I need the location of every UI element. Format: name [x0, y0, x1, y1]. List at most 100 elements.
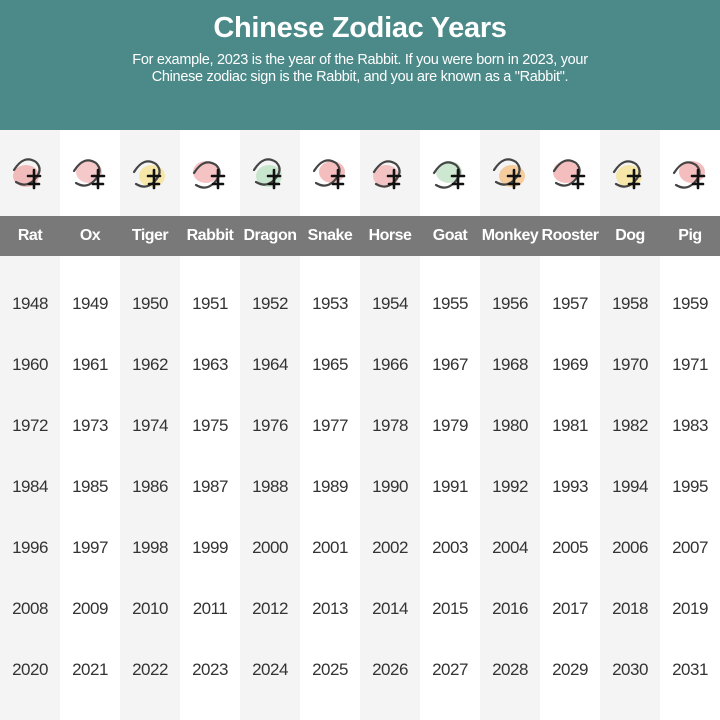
monkey-icon [480, 130, 540, 216]
year-cell: 1949 [72, 294, 108, 313]
year-cell: 2027 [432, 660, 468, 679]
year-column: 1958 1970 1982 1994 2006 2018 2030 [600, 256, 660, 683]
ox-icon [60, 130, 120, 216]
year-cell: 1951 [192, 294, 228, 313]
year-cell: 1954 [372, 294, 408, 313]
year-cell: 2007 [672, 538, 708, 557]
year-cell: 1974 [132, 416, 168, 435]
year-cell: 1960 [12, 355, 48, 374]
dog-icon [600, 130, 660, 216]
year-cell: 2009 [72, 599, 108, 618]
year-cell: 1972 [12, 416, 48, 435]
year-cell: 1956 [492, 294, 528, 313]
year-cell: 1964 [252, 355, 288, 374]
header: Chinese Zodiac Years For example, 2023 i… [0, 0, 720, 130]
year-cell: 1965 [312, 355, 348, 374]
year-cell: 1988 [252, 477, 288, 496]
year-cell: 1995 [672, 477, 708, 496]
year-cell: 2026 [372, 660, 408, 679]
year-cell: 1993 [552, 477, 588, 496]
sign-label: Snake [307, 227, 353, 244]
tiger-icon [120, 130, 180, 216]
year-cell: 1977 [312, 416, 348, 435]
year-cell: 2019 [672, 599, 708, 618]
year-column: 1954 1966 1978 1990 2002 2014 2026 [360, 256, 420, 683]
sign-label: Dog [615, 227, 645, 244]
year-column: 1955 1967 1979 1991 2003 2015 2027 [420, 256, 480, 683]
year-cell: 2004 [492, 538, 528, 557]
rabbit-icon [180, 130, 240, 216]
column-ox [60, 130, 120, 720]
pig-icon [660, 130, 720, 216]
sign-label: Horse [368, 227, 412, 244]
subtitle: For example, 2023 is the year of the Rab… [0, 52, 720, 86]
year-cell: 1962 [132, 355, 168, 374]
year-cell: 1970 [612, 355, 648, 374]
year-column: 1953 1965 1977 1989 2001 2013 2025 [300, 256, 360, 683]
year-cell: 1953 [312, 294, 348, 313]
year-column: 1950 1962 1974 1986 1998 2010 2022 [120, 256, 180, 683]
year-cell: 1983 [672, 416, 708, 435]
year-cell: 2030 [612, 660, 648, 679]
year-cell: 1989 [312, 477, 348, 496]
year-cell: 1967 [432, 355, 468, 374]
column-pig [660, 130, 720, 720]
year-cell: 2005 [552, 538, 588, 557]
year-column: 1948 1960 1972 1984 1996 2008 2020 [0, 256, 60, 683]
year-cell: 1981 [552, 416, 588, 435]
page-title: Chinese Zodiac Years [213, 12, 507, 44]
goat-icon [420, 130, 480, 216]
year-cell: 1994 [612, 477, 648, 496]
sign-label: Rabbit [186, 227, 234, 244]
year-cell: 1958 [612, 294, 648, 313]
year-cell: 1998 [132, 538, 168, 557]
year-cell: 2017 [552, 599, 588, 618]
year-cell: 1979 [432, 416, 468, 435]
year-cell: 1957 [552, 294, 588, 313]
year-cell: 2012 [252, 599, 288, 618]
column-rooster [540, 130, 600, 720]
year-cell: 2020 [12, 660, 48, 679]
year-cell: 1992 [492, 477, 528, 496]
year-cell: 2010 [132, 599, 168, 618]
year-cell: 1984 [12, 477, 48, 496]
year-cell: 1982 [612, 416, 648, 435]
year-cell: 2024 [252, 660, 288, 679]
year-cell: 2003 [432, 538, 468, 557]
sign-label: Pig [678, 227, 702, 244]
year-cell: 2014 [372, 599, 408, 618]
snake-icon [300, 130, 360, 216]
year-cell: 2001 [312, 538, 348, 557]
year-cell: 2013 [312, 599, 348, 618]
year-cell: 2031 [672, 660, 708, 679]
year-cell: 2008 [12, 599, 48, 618]
rat-icon [0, 130, 60, 216]
year-cell: 2000 [252, 538, 288, 557]
subtitle-line: Chinese zodiac sign is the Rabbit, and y… [151, 69, 569, 85]
year-cell: 2021 [72, 660, 108, 679]
column-goat [420, 130, 480, 720]
column-snake [300, 130, 360, 720]
year-cell: 1959 [672, 294, 708, 313]
sign-label: Ox [79, 227, 101, 244]
sign-label: Monkey [481, 227, 539, 244]
year-cell: 1986 [132, 477, 168, 496]
column-rabbit [180, 130, 240, 720]
year-cell: 1976 [252, 416, 288, 435]
year-cell: 1990 [372, 477, 408, 496]
subtitle-line: For example, 2023 is the year of the Rab… [132, 52, 588, 68]
year-cell: 1999 [192, 538, 228, 557]
year-cell: 2022 [132, 660, 168, 679]
year-cell: 1980 [492, 416, 528, 435]
year-column: 1952 1964 1976 1988 2000 2012 2024 [240, 256, 300, 683]
year-cell: 2015 [432, 599, 468, 618]
year-cell: 2028 [492, 660, 528, 679]
year-cell: 1991 [432, 477, 468, 496]
year-cell: 1948 [12, 294, 48, 313]
year-cell: 1975 [192, 416, 228, 435]
year-cell: 2006 [612, 538, 648, 557]
year-cell: 1961 [72, 355, 108, 374]
year-cell: 1955 [432, 294, 468, 313]
year-cell: 2018 [612, 599, 648, 618]
rooster-icon [540, 130, 600, 216]
